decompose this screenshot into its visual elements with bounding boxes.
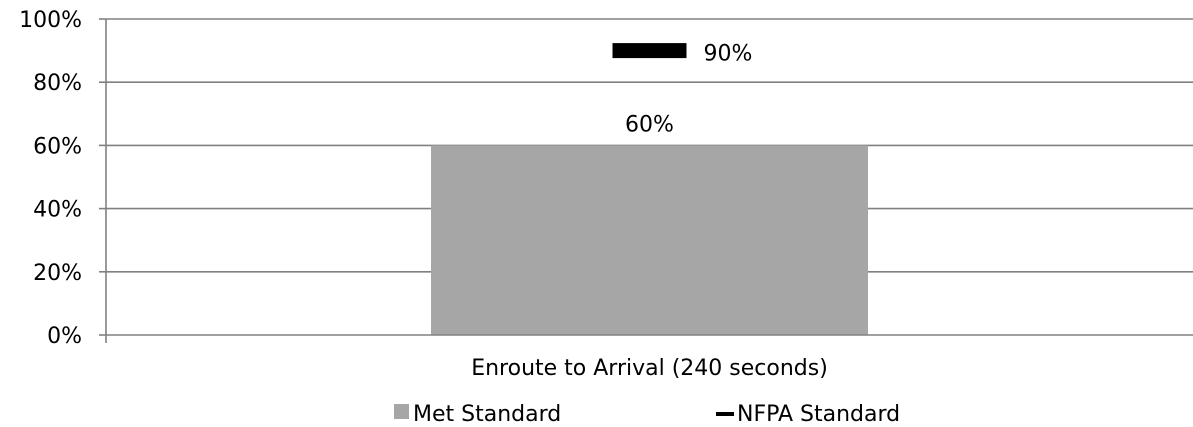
- legend-swatch-nfpa-standard: [716, 412, 734, 416]
- y-tick-label: 60%: [33, 134, 82, 159]
- legend-label-nfpa-standard: NFPA Standard: [737, 402, 900, 427]
- category-labels: Enroute to Arrival (240 seconds): [471, 356, 828, 381]
- legend-label-met-standard: Met Standard: [413, 402, 561, 427]
- chart-marks: 60% 90%: [431, 42, 868, 335]
- data-label-nfpa-standard: 90%: [704, 42, 753, 67]
- bar-met-standard: [431, 145, 868, 335]
- y-tick-label: 80%: [33, 71, 82, 96]
- axes: [105, 19, 1193, 343]
- legend: Met Standard NFPA Standard: [394, 402, 900, 427]
- y-tick-label: 40%: [33, 198, 82, 223]
- data-label-met-standard: 60%: [625, 112, 674, 137]
- y-tick-labels: 0% 20% 40% 60% 80% 100%: [19, 8, 106, 349]
- y-tick-label: 0%: [47, 324, 82, 349]
- y-tick-label: 20%: [33, 261, 82, 286]
- legend-swatch-met-standard: [394, 404, 409, 419]
- marker-nfpa-standard: [612, 43, 687, 59]
- y-tick-label: 100%: [19, 8, 82, 33]
- x-category-label: Enroute to Arrival (240 seconds): [471, 356, 828, 381]
